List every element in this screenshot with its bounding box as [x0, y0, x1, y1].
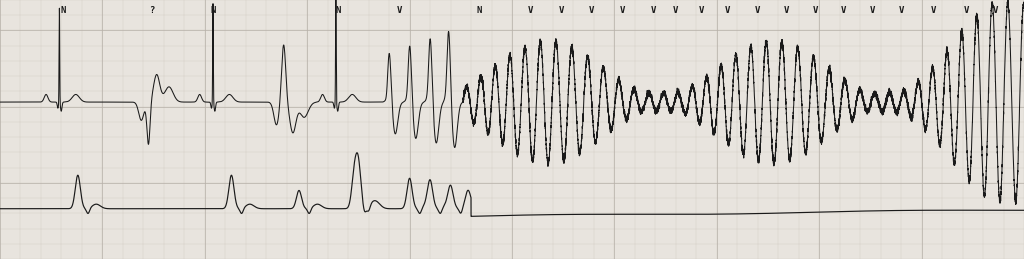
Text: V: V	[812, 6, 818, 15]
Text: V: V	[992, 6, 998, 15]
Text: V: V	[724, 6, 730, 15]
Text: V: V	[964, 6, 970, 15]
Text: V: V	[755, 6, 761, 15]
Text: ?: ?	[148, 6, 155, 15]
Text: V: V	[396, 6, 402, 15]
Text: V: V	[841, 6, 847, 15]
Text: V: V	[698, 6, 705, 15]
Text: V: V	[783, 6, 790, 15]
Text: N: N	[60, 6, 67, 15]
Text: V: V	[931, 6, 937, 15]
Text: V: V	[527, 6, 534, 15]
Text: N: N	[210, 6, 216, 15]
Text: V: V	[650, 6, 656, 15]
Text: V: V	[589, 6, 595, 15]
Text: V: V	[558, 6, 564, 15]
Text: V: V	[673, 6, 679, 15]
Text: V: V	[869, 6, 876, 15]
Text: N: N	[476, 6, 482, 15]
Text: V: V	[620, 6, 626, 15]
Text: V: V	[898, 6, 904, 15]
Text: N: N	[335, 6, 341, 15]
